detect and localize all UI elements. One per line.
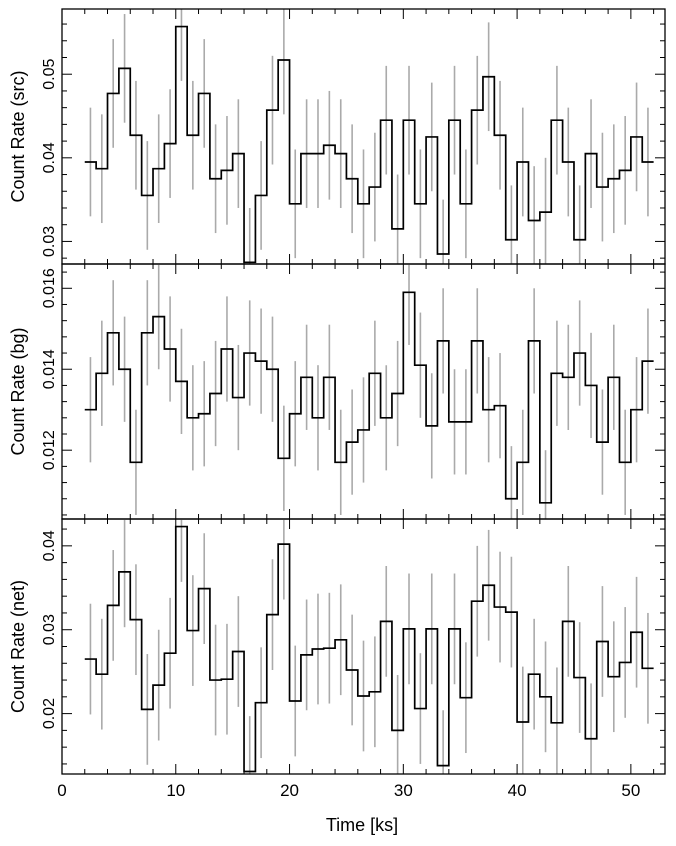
y-tick-label: 0.03 [41, 226, 58, 257]
y-tick-label: 0.04 [41, 530, 58, 561]
x-tick-label: 30 [394, 781, 413, 800]
y-axis-label: Count Rate (net) [8, 580, 28, 713]
panel-2: 0.012 0.014 0.016 Count Rate (bg) [8, 263, 666, 520]
x-tick-label: 40 [508, 781, 527, 800]
x-tick-label: 0 [57, 781, 66, 800]
y-tick-label: 0.016 [41, 268, 58, 308]
step-line [84, 291, 654, 504]
y-tick-label: 0.04 [41, 142, 58, 173]
step-line [84, 25, 654, 264]
y-tick-label: 0.03 [41, 614, 58, 645]
x-tick-label: 50 [621, 781, 640, 800]
y-tick-label: 0.012 [41, 430, 58, 470]
y-axis-label: Count Rate (bg) [8, 327, 28, 455]
y-tick-label: 0.05 [41, 59, 58, 90]
x-tick-label: 10 [166, 781, 185, 800]
step-line [84, 525, 654, 773]
x-tick-label: 20 [280, 781, 299, 800]
panel-3: 0.02 0.03 0.04 Count Rate (net) [8, 518, 666, 775]
y-axis-label: Count Rate (src) [8, 70, 28, 202]
x-axis-label: Time [ks] [326, 815, 398, 835]
panel-1: 0.03 0.04 0.05 Count Rate (src) [8, 8, 666, 265]
y-tick-label: 0.014 [41, 349, 58, 389]
y-tick-label: 0.02 [41, 698, 58, 729]
